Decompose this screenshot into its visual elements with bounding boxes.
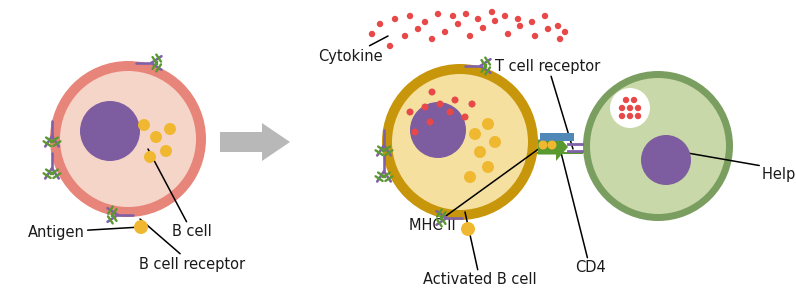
Circle shape [435, 11, 441, 17]
Circle shape [422, 103, 428, 111]
Circle shape [590, 78, 726, 214]
Circle shape [501, 13, 508, 19]
Circle shape [407, 13, 413, 19]
Circle shape [469, 128, 481, 140]
Circle shape [562, 29, 568, 35]
Circle shape [634, 113, 642, 119]
Circle shape [626, 105, 633, 111]
Circle shape [392, 16, 398, 22]
Circle shape [618, 113, 625, 119]
Circle shape [529, 19, 535, 25]
Circle shape [480, 25, 486, 31]
Circle shape [474, 16, 482, 22]
Polygon shape [220, 123, 290, 161]
Circle shape [402, 33, 408, 39]
Circle shape [466, 33, 473, 39]
Circle shape [415, 26, 421, 32]
Circle shape [505, 31, 511, 37]
Circle shape [641, 135, 691, 185]
Circle shape [515, 16, 521, 22]
Circle shape [382, 64, 538, 220]
Circle shape [450, 13, 456, 19]
Text: Antigen: Antigen [28, 225, 141, 240]
Text: Activated B cell: Activated B cell [423, 212, 537, 288]
Circle shape [428, 88, 435, 96]
Circle shape [80, 101, 140, 161]
Circle shape [622, 97, 629, 103]
Text: MHC II: MHC II [408, 145, 544, 233]
Circle shape [610, 88, 650, 128]
Circle shape [489, 136, 501, 148]
Circle shape [455, 21, 461, 27]
Circle shape [469, 101, 475, 108]
Circle shape [539, 141, 548, 150]
Circle shape [451, 96, 458, 103]
Circle shape [427, 118, 434, 126]
Circle shape [387, 43, 393, 49]
Circle shape [626, 113, 633, 119]
Circle shape [618, 105, 625, 111]
Circle shape [630, 97, 638, 103]
Circle shape [482, 118, 494, 130]
Circle shape [392, 74, 528, 210]
Circle shape [461, 222, 475, 236]
Circle shape [532, 33, 538, 39]
Text: B cell: B cell [148, 149, 212, 240]
Circle shape [50, 61, 206, 217]
Circle shape [422, 19, 428, 25]
Text: Helper T cell: Helper T cell [676, 151, 796, 181]
Circle shape [144, 151, 156, 163]
Circle shape [377, 21, 383, 27]
Text: B cell receptor: B cell receptor [139, 219, 245, 271]
Circle shape [164, 123, 176, 135]
Circle shape [489, 9, 495, 15]
Circle shape [150, 131, 162, 143]
Circle shape [474, 146, 486, 158]
Circle shape [556, 36, 564, 42]
Circle shape [464, 171, 476, 183]
Circle shape [412, 128, 419, 136]
Circle shape [555, 23, 561, 29]
Circle shape [462, 113, 469, 121]
Circle shape [138, 119, 150, 131]
Circle shape [429, 36, 435, 42]
Circle shape [583, 71, 733, 221]
Text: CD4: CD4 [557, 136, 606, 275]
Circle shape [542, 13, 548, 19]
Circle shape [548, 141, 556, 150]
Circle shape [442, 29, 448, 35]
Circle shape [517, 23, 523, 29]
Circle shape [160, 145, 172, 157]
Polygon shape [538, 133, 568, 161]
Circle shape [134, 220, 148, 234]
Circle shape [482, 161, 494, 173]
Circle shape [407, 108, 413, 116]
Circle shape [634, 105, 642, 111]
Circle shape [60, 71, 196, 207]
Circle shape [447, 108, 454, 116]
Circle shape [492, 18, 498, 24]
Circle shape [410, 102, 466, 158]
Text: T cell receptor: T cell receptor [495, 59, 601, 149]
Circle shape [462, 11, 469, 17]
Circle shape [544, 26, 551, 32]
Text: Cytokine: Cytokine [318, 36, 388, 64]
Circle shape [436, 101, 443, 108]
Circle shape [369, 31, 375, 37]
FancyBboxPatch shape [540, 133, 574, 141]
